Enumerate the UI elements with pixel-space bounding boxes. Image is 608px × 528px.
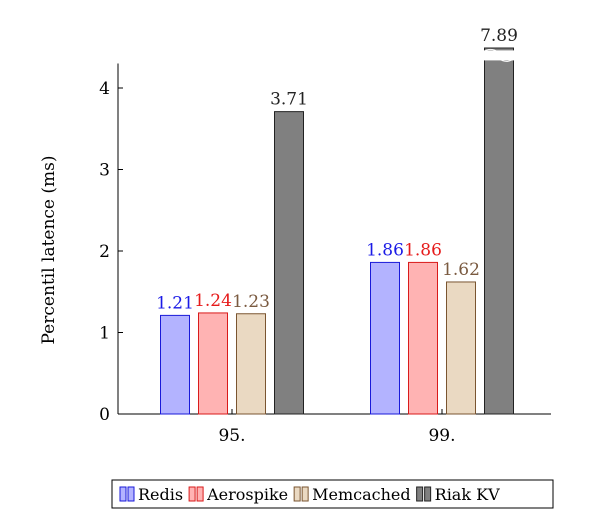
bar	[160, 314, 190, 415]
data-label: 1.62	[442, 260, 480, 280]
y-tick-label: 1	[99, 324, 110, 344]
y-axis-label: Percentil latence (ms)	[39, 155, 59, 344]
legend-swatch	[301, 486, 309, 502]
bar	[446, 281, 476, 415]
legend-label: Aerospike	[206, 485, 288, 504]
legend-swatch	[188, 486, 196, 502]
axes: 0 1 2 3 4 95. 99.	[99, 63, 551, 446]
y-tick-label: 2	[99, 242, 110, 262]
bars	[160, 47, 516, 415]
y-tick-label: 0	[99, 405, 110, 425]
legend-label: Riak KV	[435, 485, 500, 504]
x-tick-label: 99.	[428, 426, 455, 446]
x-tick-label: 95.	[218, 426, 245, 446]
data-label: 1.86	[404, 240, 442, 260]
data-label: 7.89	[480, 26, 518, 46]
legend-item: Memcached	[293, 485, 411, 504]
bar	[370, 261, 400, 415]
bar	[408, 261, 438, 415]
legend-swatch	[196, 486, 204, 502]
axis-break-mark	[482, 48, 515, 62]
y-tick-label: 4	[99, 79, 110, 99]
y-tick-label: 3	[99, 161, 110, 181]
bar	[198, 312, 228, 415]
legend-swatch	[127, 486, 135, 502]
legend-label: Redis	[138, 485, 183, 504]
legend-swatch	[119, 486, 127, 502]
data-label: 1.23	[232, 292, 270, 312]
bar	[274, 111, 304, 415]
data-labels: 1.21 1.24 1.233.711.86 1.861.627.89	[156, 26, 518, 313]
data-label: 1.24	[194, 291, 232, 311]
legend-item: Aerospike	[188, 485, 288, 504]
data-label: 1.21	[156, 293, 194, 313]
legend-item: Riak KV	[416, 485, 500, 504]
legend-swatch	[416, 486, 424, 502]
bar	[484, 47, 514, 415]
axis-break-gap	[482, 50, 516, 61]
legend-box	[111, 479, 554, 509]
bar	[236, 313, 266, 415]
legend: Redis Aerospike Memcached Riak KV	[111, 479, 554, 509]
legend-item: Redis	[119, 485, 183, 504]
data-label: 1.86	[366, 240, 404, 260]
legend-swatch	[424, 486, 432, 502]
legend-label: Memcached	[312, 485, 411, 504]
data-label: 3.71	[270, 90, 308, 110]
legend-swatch	[293, 486, 301, 502]
